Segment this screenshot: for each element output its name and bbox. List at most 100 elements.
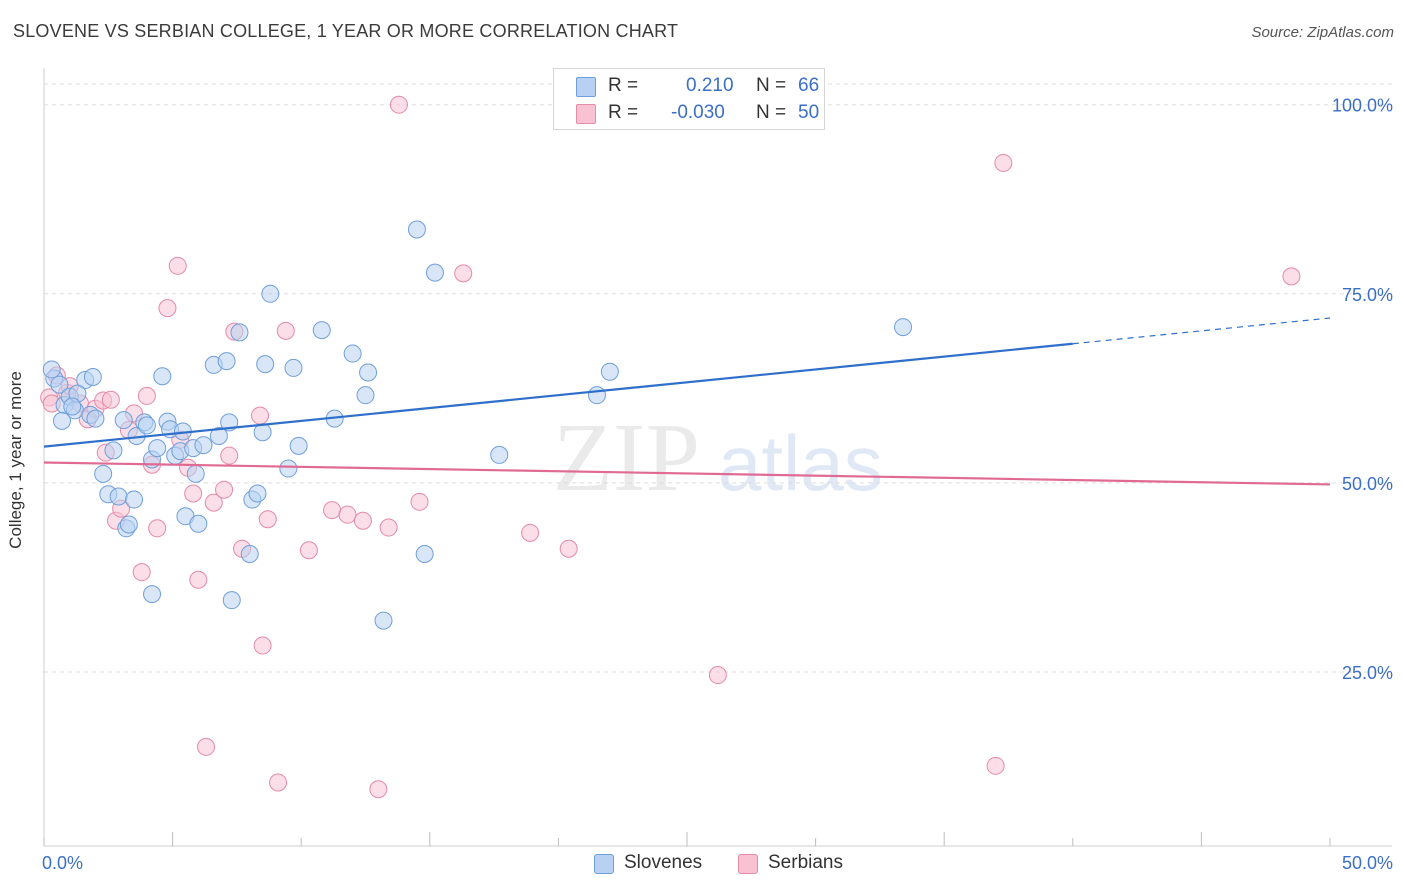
serbians-point — [158, 299, 177, 318]
serbians-point — [299, 541, 318, 560]
serbians-point — [353, 511, 372, 530]
serbians-point — [197, 737, 216, 756]
slovenes-point — [587, 386, 606, 405]
serbians-point — [559, 539, 578, 558]
serbians-point — [258, 510, 277, 529]
serbians-point — [323, 501, 342, 520]
slovenes-point — [600, 362, 619, 381]
trend-lines — [43, 317, 1331, 486]
slovenes-point — [289, 436, 308, 455]
slovenes-point — [217, 352, 236, 371]
serbians-point — [369, 780, 388, 799]
tick-labels: 25.0% 50.0% 75.0% 100.0% 0.0% 50.0% — [42, 96, 1393, 873]
serbians-point — [269, 773, 288, 792]
slovenes-point — [374, 611, 393, 630]
slovenes-point — [63, 397, 82, 416]
serbians-point — [137, 386, 156, 405]
slovenes-legend-label: Slovenes — [624, 852, 703, 873]
watermark-atlas: atlas — [718, 419, 883, 507]
slovenes-point — [189, 514, 208, 533]
slovenes-point — [230, 323, 249, 342]
axes — [43, 68, 1392, 847]
slovenes-point — [343, 344, 362, 363]
serbians-point — [253, 636, 272, 655]
slovenes-point — [104, 441, 123, 460]
r-label: R = — [608, 75, 639, 96]
serbians-point — [338, 505, 357, 524]
chart-title: SLOVENE VS SERBIAN COLLEGE, 1 YEAR OR MO… — [13, 21, 679, 41]
grid-lines — [44, 83, 1392, 673]
x-tick-label-max: 50.0% — [1342, 853, 1393, 873]
slovenes-point — [359, 363, 378, 382]
serbians-point — [132, 563, 151, 582]
stats-legend: R = 0.210 N = 66 R = -0.030 N = 50 — [553, 68, 825, 130]
source-label: Source: ZipAtlas.com — [1251, 24, 1394, 41]
slovenes-point — [209, 427, 228, 446]
y-tick-label: 50.0% — [1342, 474, 1393, 494]
watermark: ZIP atlas — [553, 404, 883, 512]
slovenes-point — [186, 464, 205, 483]
watermark-zip: ZIP — [553, 404, 700, 512]
serbians-point — [204, 493, 223, 512]
slovenes-point — [50, 375, 69, 394]
serbians-point — [994, 153, 1013, 172]
slovenes-trend-line — [43, 342, 1073, 448]
y-tick-label: 25.0% — [1342, 663, 1393, 683]
slovenes-point — [83, 368, 102, 387]
slovenes-points — [42, 220, 913, 630]
slovenes-point — [148, 439, 167, 458]
serbians-point — [521, 523, 540, 542]
slovenes-point — [248, 484, 267, 503]
slovenes-point — [261, 284, 280, 303]
slovenes-point — [240, 545, 259, 564]
slovenes-point — [143, 585, 162, 604]
serbians-swatch — [576, 104, 596, 124]
slovenes-point — [222, 591, 241, 610]
slovenes-point — [894, 318, 913, 337]
serbians-legend-swatch — [738, 854, 758, 874]
serbians-point — [986, 756, 1005, 775]
serbians-point — [454, 264, 473, 283]
serbians-legend-label: Serbians — [768, 852, 843, 873]
n-label: N = — [756, 75, 787, 96]
slovenes-point — [194, 436, 213, 455]
slovenes-point — [109, 487, 128, 506]
slovenes-point — [312, 321, 331, 340]
slovenes-point — [256, 355, 275, 374]
serbians-point — [251, 406, 270, 425]
slovenes-point — [407, 220, 426, 239]
serbians-point — [708, 666, 727, 685]
n-label: N = — [756, 102, 787, 123]
slovenes-swatch — [576, 77, 596, 97]
slovenes-point — [415, 545, 434, 564]
serbians-point — [189, 570, 208, 589]
serbians-point — [389, 95, 408, 114]
x-tick-label-min: 0.0% — [42, 853, 83, 873]
slovenes-point — [94, 464, 113, 483]
slovenes-point — [490, 445, 509, 464]
serbians-point — [1282, 267, 1301, 286]
slovenes-point — [425, 263, 444, 282]
serbians-point — [148, 519, 167, 538]
serbians-points — [40, 95, 1301, 799]
slovenes-point — [153, 367, 172, 386]
serbians-trend-line — [43, 461, 1331, 486]
slovenes-point — [42, 360, 61, 379]
serbians-point — [379, 518, 398, 537]
slovenes-point — [114, 411, 133, 430]
slovenes-point — [137, 416, 156, 435]
slovenes-point — [125, 490, 144, 509]
r-label: R = — [608, 102, 639, 123]
slovenes-trend-extension — [1072, 317, 1331, 345]
slovenes-point — [279, 459, 298, 478]
serbians-point — [410, 492, 429, 511]
n-value: 66 — [798, 75, 820, 96]
slovenes-point — [53, 411, 72, 430]
r-value: 0.210 — [686, 75, 734, 96]
serbians-point — [184, 484, 203, 503]
slovenes-legend-swatch — [594, 854, 614, 874]
serbians-point — [101, 390, 120, 409]
slovenes-point — [356, 386, 375, 405]
y-tick-label: 75.0% — [1342, 285, 1393, 305]
series-legend: Slovenes Serbians — [0, 852, 1406, 878]
